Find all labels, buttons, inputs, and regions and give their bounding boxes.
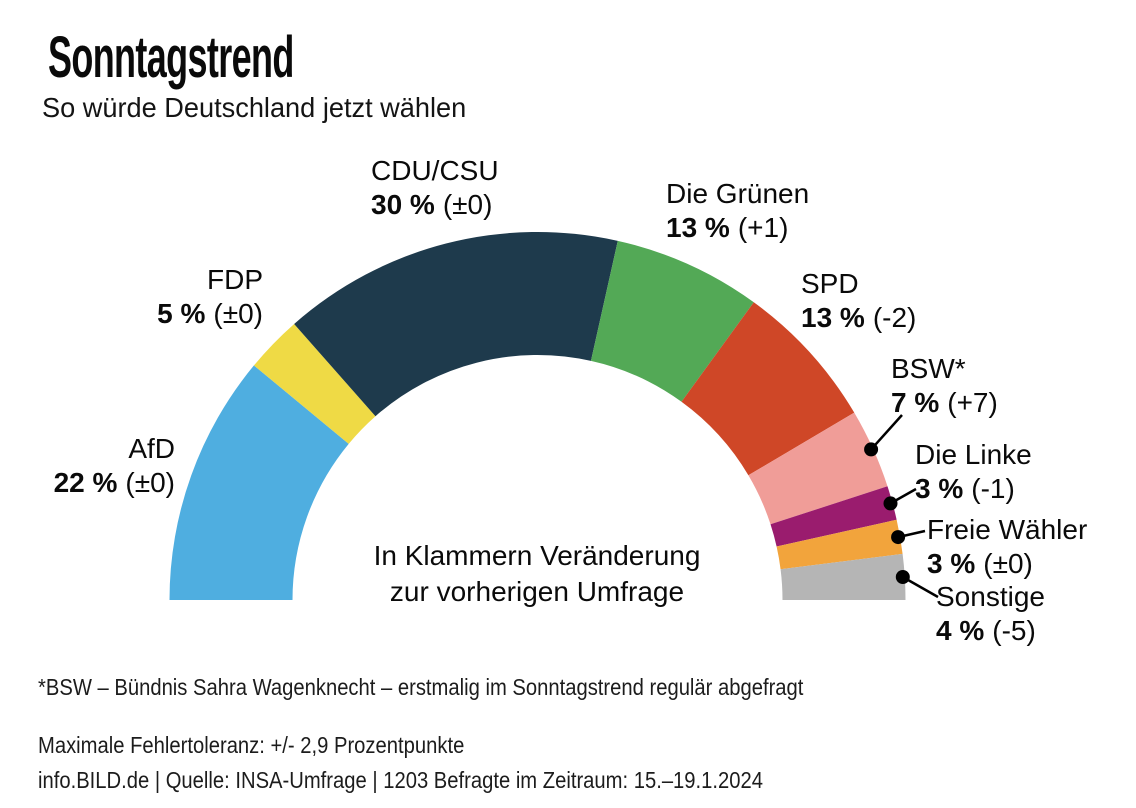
segment-arc-fdp [253,323,376,444]
party-value: 7 % [891,387,940,418]
source-line: info.BILD.de | Quelle: INSA-Umfrage | 12… [38,767,763,793]
party-change: (±0) [983,548,1033,579]
party-value: 3 % [927,548,976,579]
leader-line-freie-w-hler [897,529,926,539]
leader-dot-die-linke [883,496,898,511]
party-change: (±0) [213,298,263,329]
leader-line-die-linke [889,487,917,505]
party-name: Die Grünen [666,178,810,209]
center-note-line2: zur vorherigen Umfrage [389,576,685,607]
party-name: CDU/CSU [371,155,499,186]
leader-dot-freie-w-hler [891,530,906,545]
party-name: AfD [128,433,175,464]
segment-label-afd: AfD 22 % (±0) [54,432,175,500]
leader-dot-sonstige [895,570,910,584]
party-value: 3 % [915,473,964,504]
party-name: FDP [207,264,263,295]
party-name: BSW* [891,353,966,384]
party-value: 30 % [371,189,435,220]
segment-arc-bsw [748,412,888,525]
party-name: Sonstige [936,581,1045,612]
segment-arc-afd [169,365,349,600]
center-note-line1: In Klammern Veränderung [373,540,701,571]
segment-label-die-linke: Die Linke 3 % (-1) [915,438,1032,506]
segment-label-die-gruenen: Die Grünen 13 % (+1) [666,177,809,245]
page-title: Sonntagstrend [48,25,294,90]
segment-label-cdu-csu: CDU/CSU 30 % (±0) [371,154,499,222]
bsw-footnote: *BSW – Bündnis Sahra Wagenknecht – erstm… [38,674,804,700]
page-subtitle: So würde Deutschland jetzt wählen [42,92,467,123]
segment-label-sonstige: Sonstige 4 % (-5) [936,580,1045,648]
party-change: (-5) [992,615,1036,646]
segment-arc-cdu-csu [294,231,618,417]
error-tolerance-note: Maximale Fehlertoleranz: +/- 2,9 Prozent… [38,732,465,758]
segment-label-bsw: BSW* 7 % (+7) [891,352,998,420]
party-value: 13 % [801,302,865,333]
segment-label-fdp: FDP 5 % (±0) [157,263,263,331]
party-value: 4 % [936,615,985,646]
leader-dot-bsw [864,442,879,457]
leader-line-bsw [870,414,903,451]
party-change: (-2) [872,302,917,333]
segment-arc-die-linke [770,486,897,547]
party-change: (+7) [947,387,998,418]
segment-label-spd: SPD 13 % (-2) [801,267,916,335]
party-name: Freie Wähler [927,514,1088,545]
center-note: In Klammern Veränderung zur vorherigen U… [374,538,701,610]
segment-arc-die-gr-nen [590,240,754,402]
segment-label-freie-waehler: Freie Wähler 3 % (±0) [927,513,1087,581]
party-name: Die Linke [915,439,1032,470]
party-change: (-1) [971,473,1015,504]
party-change: (±0) [442,189,493,220]
segment-arc-sonstige [780,553,906,600]
party-value: 5 % [157,298,206,329]
party-change: (+1) [737,212,789,243]
party-name: SPD [801,268,859,299]
party-value: 22 % [53,467,118,498]
party-change: (±0) [125,467,175,498]
segment-arc-freie-w-hler [776,519,903,570]
party-value: 13 % [666,212,730,243]
